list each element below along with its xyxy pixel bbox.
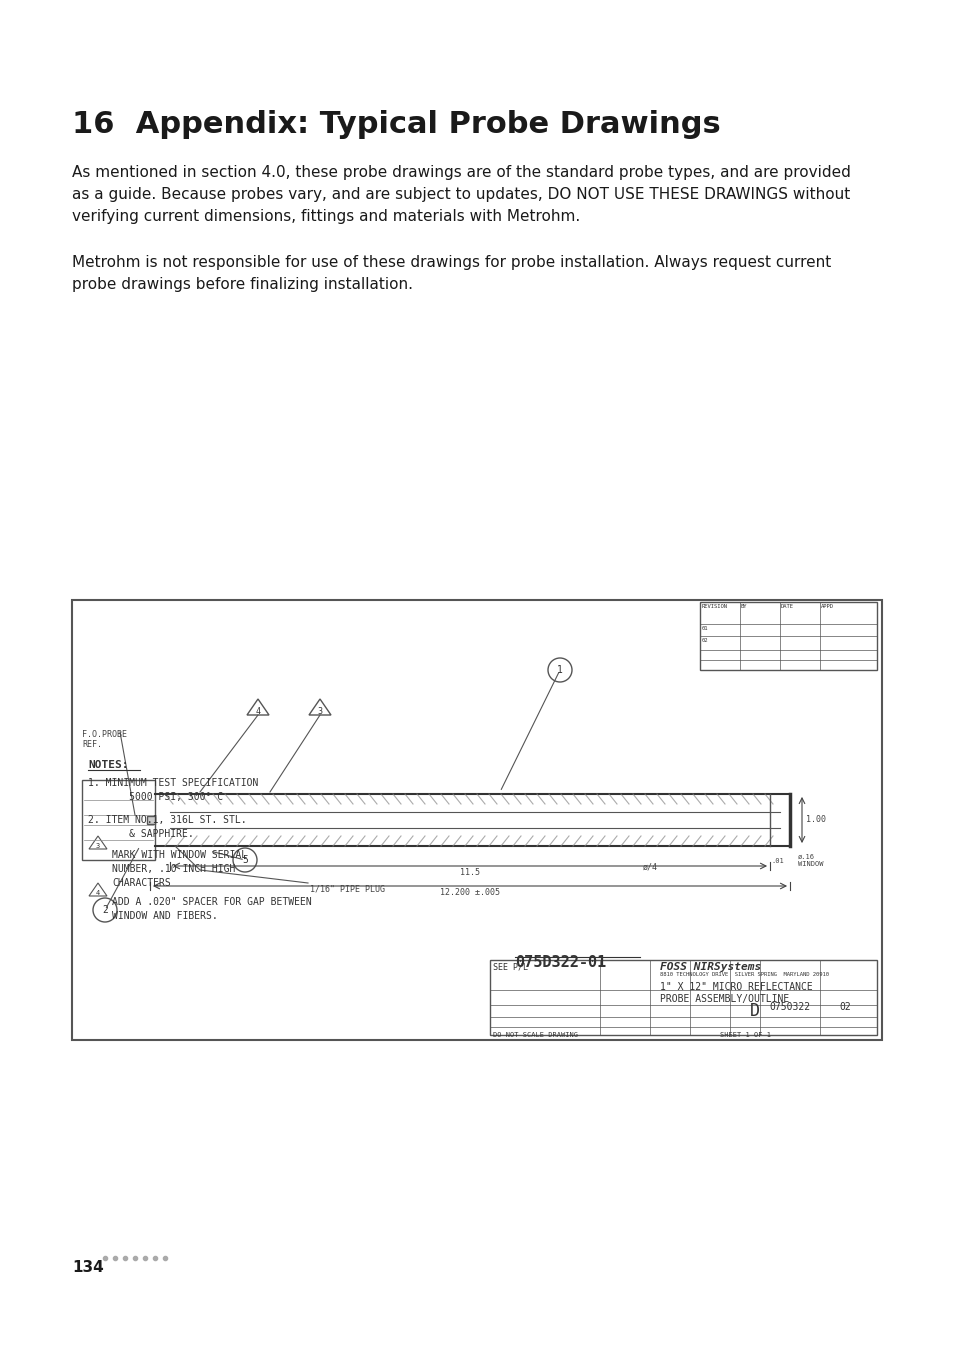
Text: FOSS NIRSystems: FOSS NIRSystems (659, 963, 760, 972)
Text: DO NOT SCALE DRAWING: DO NOT SCALE DRAWING (493, 1031, 578, 1038)
Bar (490, 960, 876, 1035)
Text: APPD: APPD (821, 603, 833, 609)
Text: 3: 3 (95, 842, 100, 849)
Text: SHEET 1 OF 1: SHEET 1 OF 1 (720, 1031, 770, 1038)
Text: 8810 TECHNOLOGY DRIVE  SILVER SPRING  MARYLAND 20910: 8810 TECHNOLOGY DRIVE SILVER SPRING MARY… (659, 972, 828, 977)
Text: 12.200 ±.005: 12.200 ±.005 (439, 888, 499, 896)
Text: SEE P/L: SEE P/L (493, 963, 527, 971)
Text: ø/4: ø/4 (641, 863, 657, 871)
Text: 16  Appendix: Typical Probe Drawings: 16 Appendix: Typical Probe Drawings (71, 109, 720, 139)
Text: 3: 3 (317, 706, 322, 716)
Text: 0750322: 0750322 (769, 1002, 810, 1012)
Text: .01: .01 (771, 859, 783, 864)
Text: REVISION: REVISION (701, 603, 727, 609)
Text: Metrohm is not responsible for use of these drawings for probe installation. Alw: Metrohm is not responsible for use of th… (71, 255, 830, 292)
Text: 1. MINIMUM TEST SPECIFICATION
       5000 PSI, 300° C: 1. MINIMUM TEST SPECIFICATION 5000 PSI, … (88, 778, 258, 802)
Text: DATE: DATE (781, 603, 793, 609)
Text: BY: BY (740, 603, 747, 609)
Text: As mentioned in section 4.0, these probe drawings are of the standard probe type: As mentioned in section 4.0, these probe… (71, 165, 850, 224)
Bar (71, 599, 882, 1040)
Bar (700, 602, 876, 670)
Text: 01: 01 (701, 626, 708, 630)
Bar (147, 815, 154, 824)
Text: 1: 1 (557, 666, 562, 675)
Text: 02: 02 (839, 1002, 850, 1012)
Text: 2: 2 (102, 904, 108, 915)
Text: 5: 5 (242, 855, 248, 865)
Text: 1" X 12" MICRO REFLECTANCE
PROBE ASSEMBLY/OUTLINE: 1" X 12" MICRO REFLECTANCE PROBE ASSEMBL… (659, 981, 812, 1003)
Text: NOTES:: NOTES: (88, 760, 129, 770)
Text: ø.16
WINDOW: ø.16 WINDOW (797, 855, 822, 867)
Text: D: D (749, 1002, 760, 1021)
Text: 1.00: 1.00 (805, 815, 825, 825)
Text: 11.5: 11.5 (459, 868, 479, 878)
Text: 1/16" PIPE PLUG: 1/16" PIPE PLUG (310, 886, 385, 894)
Text: MARK WITH WINDOW SERIAL
NUMBER, .10 INCH HIGH
CHARACTERS: MARK WITH WINDOW SERIAL NUMBER, .10 INCH… (112, 850, 247, 888)
Text: 134: 134 (71, 1260, 104, 1274)
Text: 075D322-01: 075D322-01 (515, 954, 605, 971)
Text: 4: 4 (255, 706, 260, 716)
Text: 2. ITEM NO.1, 316L ST. STL.
       & SAPPHIRE.: 2. ITEM NO.1, 316L ST. STL. & SAPPHIRE. (88, 815, 247, 838)
Text: F.O.PROBE
REF.: F.O.PROBE REF. (82, 730, 127, 749)
Bar (82, 780, 154, 860)
Text: ADD A .020" SPACER FOR GAP BETWEEN
WINDOW AND FIBERS.: ADD A .020" SPACER FOR GAP BETWEEN WINDO… (112, 896, 312, 921)
Text: 02: 02 (701, 639, 708, 643)
Text: 4: 4 (95, 890, 100, 896)
